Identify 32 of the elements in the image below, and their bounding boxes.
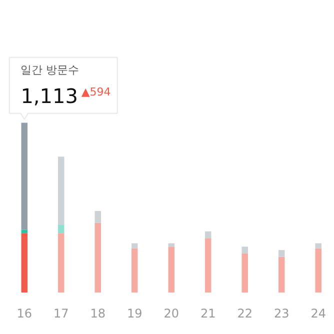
bar	[58, 156, 64, 225]
x-tick-label: 19	[126, 306, 142, 320]
x-tick-label: 23	[274, 306, 290, 320]
bar	[278, 250, 285, 257]
bar	[21, 122, 28, 230]
bar	[204, 231, 212, 238]
bar	[58, 233, 64, 292]
bar	[94, 211, 101, 223]
bar	[168, 243, 174, 247]
bar	[131, 248, 138, 292]
x-tick-label: 22	[237, 306, 252, 320]
bar	[21, 233, 28, 292]
x-tick-label: 20	[164, 306, 180, 320]
x-tick-label: 17	[53, 306, 69, 320]
x-tick-label: 21	[200, 306, 216, 320]
bar	[204, 238, 212, 292]
text: 1,113	[20, 84, 78, 108]
bar	[315, 243, 322, 248]
text: 일간 방문수	[20, 64, 80, 77]
x-tick-label: 16	[16, 306, 32, 320]
bar	[242, 246, 248, 254]
bar	[131, 243, 138, 248]
bar	[94, 222, 101, 292]
bar	[21, 230, 28, 234]
bar	[278, 256, 285, 292]
bar	[242, 253, 248, 292]
text: ▲594	[81, 86, 111, 99]
x-tick-label: 18	[90, 306, 106, 320]
bar	[58, 224, 64, 234]
x-tick-label: 24	[310, 306, 326, 320]
bar	[168, 246, 174, 292]
bar	[315, 248, 322, 292]
